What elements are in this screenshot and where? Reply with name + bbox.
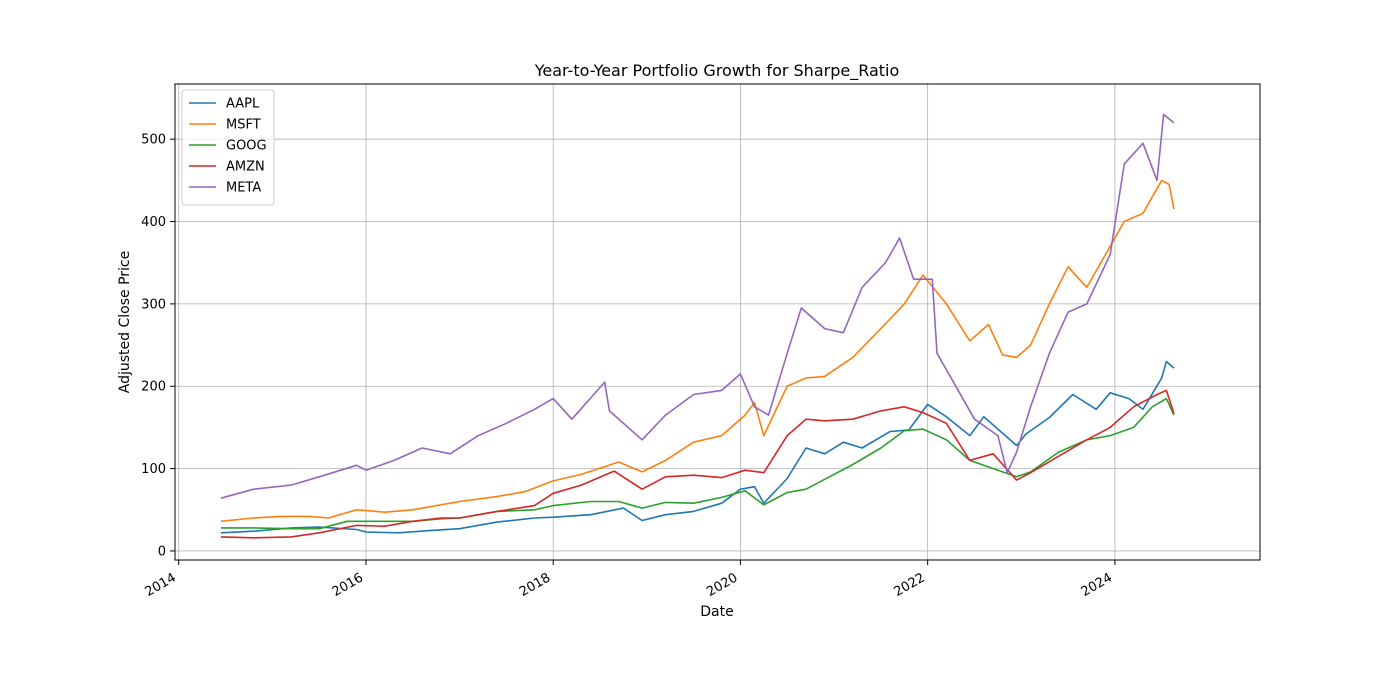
x-tick-label: 2024: [1079, 570, 1115, 600]
y-tick-label: 200: [141, 380, 166, 395]
x-tick-label: 2014: [143, 570, 179, 600]
legend-label: GOOG: [226, 139, 267, 154]
legend-label: AAPL: [226, 97, 260, 112]
y-tick-label: 400: [141, 215, 166, 230]
legend-box: [181, 89, 275, 206]
legend-label: MSFT: [226, 118, 261, 133]
series-line-meta: [220, 113, 1175, 499]
series-line-amzn: [220, 389, 1175, 539]
y-axis-label: Adjusted Close Price: [117, 251, 133, 393]
grid-lines: [175, 84, 1260, 560]
legend: AAPL MSFT GOOG AMZN META: [181, 89, 275, 206]
series-line-msft: [220, 179, 1175, 523]
x-tick-label: 2018: [517, 570, 553, 600]
y-axis: 0 100 200 300 400 500: [141, 133, 175, 559]
legend-label: META: [226, 181, 261, 196]
x-tick-label: 2022: [892, 570, 928, 600]
y-tick-label: 100: [141, 462, 166, 477]
y-tick-label: 300: [141, 297, 166, 312]
y-tick-label: 0: [158, 544, 166, 559]
series-line-goog: [220, 397, 1175, 530]
x-tick-label: 2016: [330, 570, 366, 600]
legend-label: AMZN: [226, 160, 265, 175]
series-lines: [220, 113, 1175, 539]
x-tick-label: 2020: [704, 570, 740, 600]
x-axis: 2014 2016 2018 2020 2022 2024: [143, 560, 1116, 600]
y-tick-label: 500: [141, 133, 166, 148]
plot-frame: [174, 83, 1261, 561]
series-line-aapl: [220, 360, 1175, 534]
chart-title: Year-to-Year Portfolio Growth for Sharpe…: [534, 61, 900, 81]
x-axis-label: Date: [700, 604, 733, 620]
